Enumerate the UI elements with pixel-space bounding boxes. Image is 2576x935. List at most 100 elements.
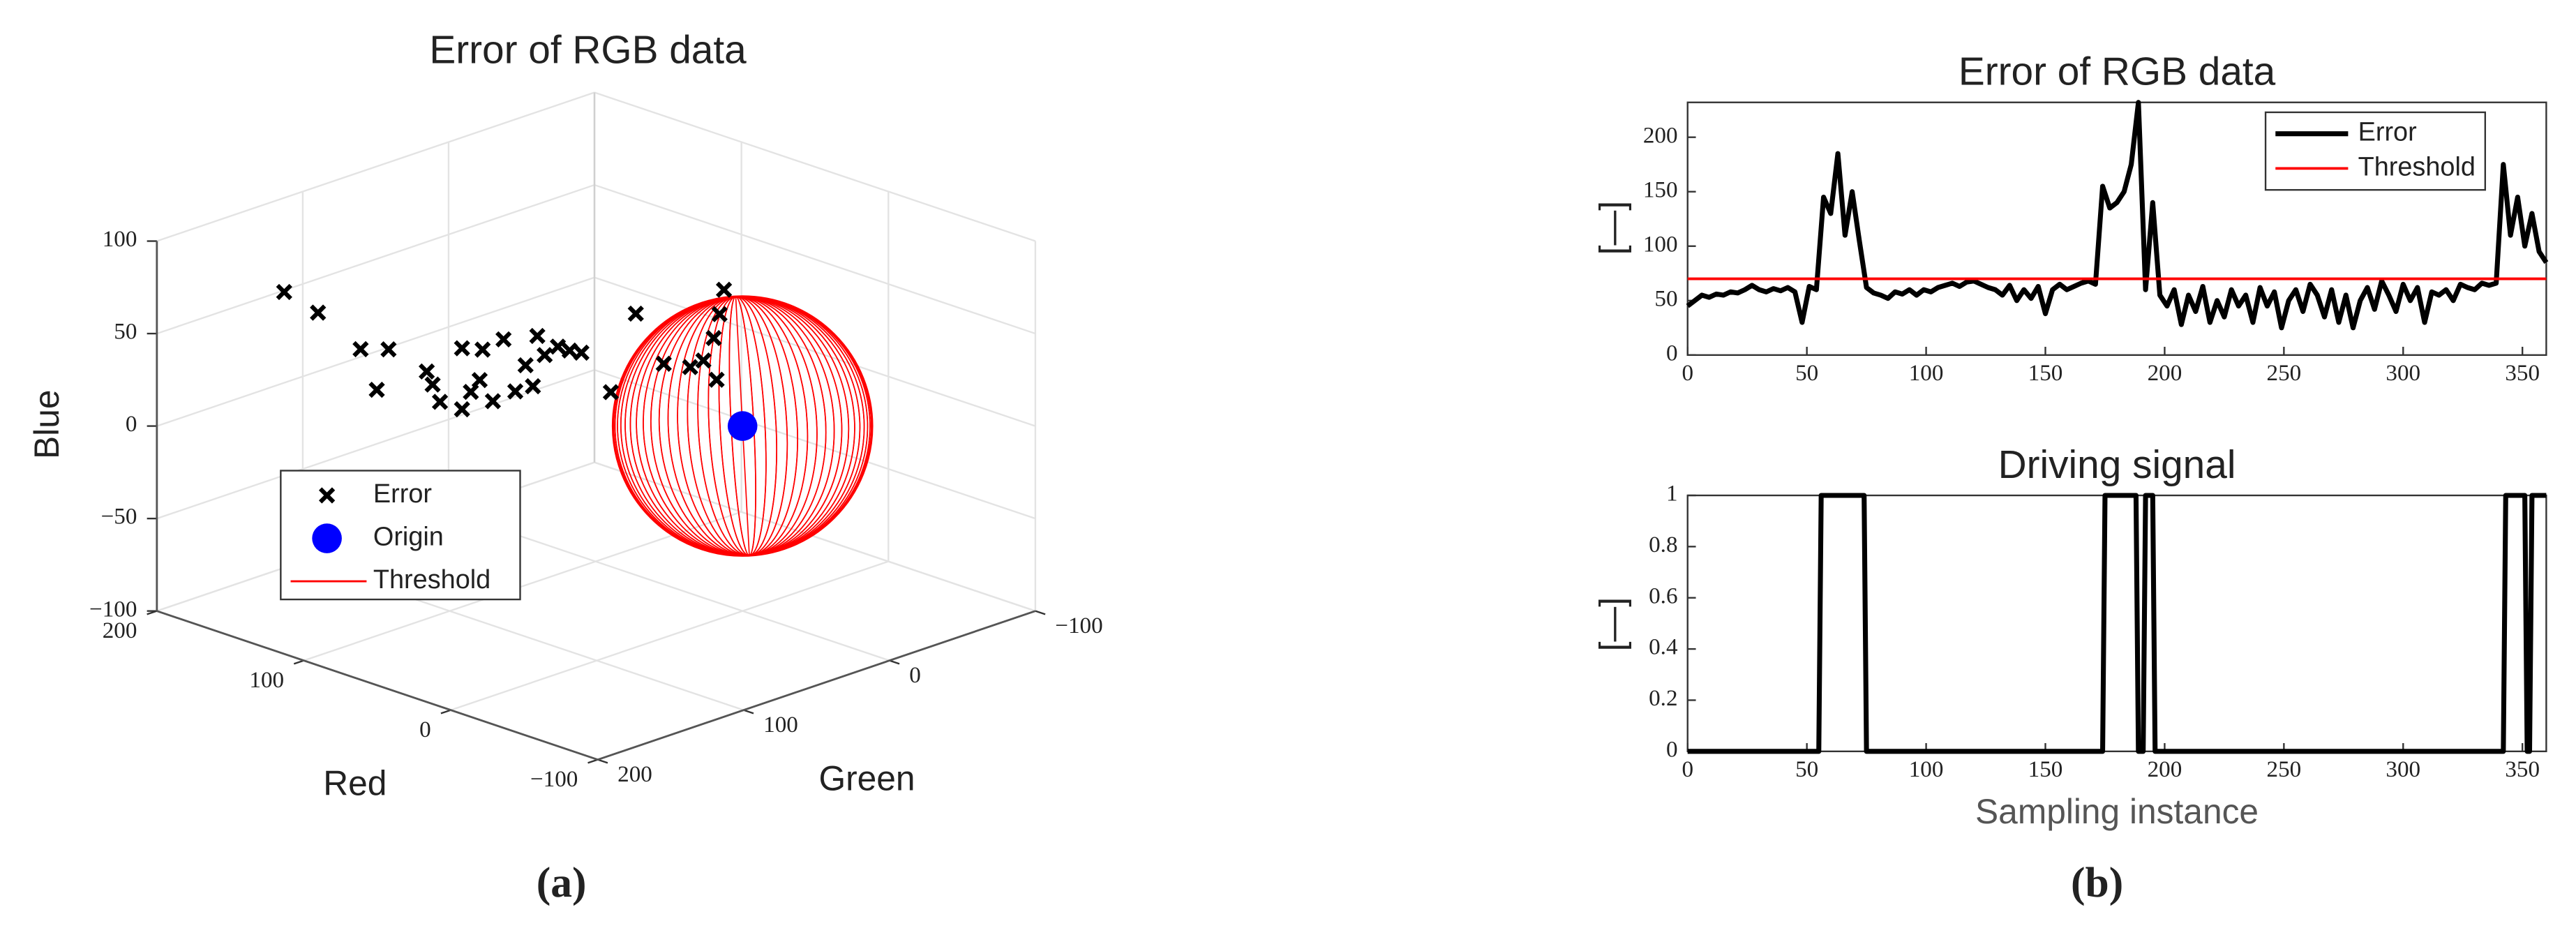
x-tick-label: 100 xyxy=(1909,360,1944,386)
error-point xyxy=(424,376,441,393)
origin-point xyxy=(727,411,758,441)
tick-mark xyxy=(293,659,304,665)
z-tick-label: −50 xyxy=(101,504,137,530)
error-point xyxy=(517,357,534,374)
y-axis-label: Green xyxy=(818,759,915,798)
error-point xyxy=(573,344,590,361)
error-point xyxy=(715,281,733,298)
y-tick-label: 0.2 xyxy=(1649,685,1677,711)
error-point xyxy=(495,331,512,347)
y-tick-label: 100 xyxy=(763,712,798,738)
threshold-sphere xyxy=(611,295,874,557)
error-point xyxy=(471,372,488,389)
tick-mark xyxy=(440,709,451,715)
y-tick-label: 200 xyxy=(1643,122,1678,148)
chart-title: Error of RGB data xyxy=(429,29,747,73)
x-tick-label: 350 xyxy=(2505,756,2540,782)
axis-line xyxy=(597,610,1036,761)
x-tick-label: 200 xyxy=(2148,360,2182,386)
error-point xyxy=(454,340,470,357)
x-tick-label: 250 xyxy=(2267,756,2302,782)
error-point xyxy=(310,304,327,321)
tick-mark xyxy=(597,758,608,764)
chart-title: Driving signal xyxy=(1998,443,2236,487)
y-tick-label: 200 xyxy=(617,761,652,787)
error-point xyxy=(418,363,435,380)
y-tick-label: 0 xyxy=(1666,340,1678,366)
grid-line xyxy=(594,276,1036,427)
y-tick-label: 0.8 xyxy=(1649,532,1677,558)
y-tick-label: 0.6 xyxy=(1649,583,1677,608)
x-tick-label: 100 xyxy=(249,667,284,693)
grid-line xyxy=(156,184,595,335)
x-tick-label: 300 xyxy=(2386,360,2420,386)
x-tick-label: 50 xyxy=(1795,360,1818,386)
error-point xyxy=(708,371,725,388)
y-tick-label: 0 xyxy=(1666,736,1678,762)
error-point xyxy=(627,305,644,322)
legend-label: Threshold xyxy=(373,565,491,594)
y-tick-label: 1 xyxy=(1666,481,1678,507)
x-tick-label: 100 xyxy=(1909,756,1944,782)
grid-line xyxy=(156,276,595,427)
legend-label: Error xyxy=(2358,118,2417,147)
line-series xyxy=(1686,100,2549,331)
x-tick-label: 350 xyxy=(2505,360,2540,386)
error-point xyxy=(380,341,397,358)
caption: (b) xyxy=(2071,859,2123,906)
x-tick-label: 0 xyxy=(1682,360,1693,386)
axis-line xyxy=(156,610,599,761)
line-series xyxy=(1687,493,2547,754)
grid-line xyxy=(594,461,1036,612)
x-tick-label: 0 xyxy=(1682,756,1693,782)
x-axis-label: Red xyxy=(323,764,387,803)
y-axis-label: [—] xyxy=(1593,597,1632,651)
grid-line xyxy=(594,184,1036,335)
caption: (a) xyxy=(537,859,587,906)
y-tick-label: 0 xyxy=(909,662,921,688)
error-point xyxy=(507,383,524,400)
z-axis-label: Blue xyxy=(27,390,66,459)
legend-marker xyxy=(312,523,342,553)
y-tick-label: 100 xyxy=(1643,231,1678,257)
legend-label: Origin xyxy=(373,523,444,552)
grid-line xyxy=(450,560,889,711)
y-axis-label: [—] xyxy=(1593,201,1632,255)
x-tick-label: 150 xyxy=(2028,756,2063,782)
error-point xyxy=(561,342,578,359)
error-point xyxy=(474,341,491,358)
legend-box xyxy=(2264,111,2487,191)
z-tick-label: −100 xyxy=(89,596,137,622)
grid-line xyxy=(594,91,1036,242)
tick-mark xyxy=(889,659,900,665)
legend-marker xyxy=(318,487,336,504)
grid-line xyxy=(156,91,595,242)
plot-area xyxy=(1686,494,2547,753)
x-tick-label: 200 xyxy=(2148,756,2182,782)
legend-label: Error xyxy=(373,479,432,509)
error-point xyxy=(705,329,722,347)
error-point xyxy=(682,359,698,375)
error-point xyxy=(655,355,672,372)
legend-label: Threshold xyxy=(2358,152,2476,181)
y-tick-label: −100 xyxy=(1055,613,1102,638)
x-tick-label: 0 xyxy=(419,717,431,742)
chart-title: Error of RGB data xyxy=(1959,50,2276,94)
x-tick-label: 150 xyxy=(2028,360,2063,386)
tick-mark xyxy=(743,709,754,715)
grid-line xyxy=(594,369,1036,520)
error-point xyxy=(549,338,567,355)
z-tick-label: 0 xyxy=(126,411,137,437)
error-point xyxy=(276,283,292,301)
error-point xyxy=(454,401,470,418)
y-tick-label: 0.4 xyxy=(1649,634,1678,660)
error-point xyxy=(711,306,728,322)
error-point xyxy=(537,347,553,364)
grid-line xyxy=(448,511,890,661)
error-point xyxy=(525,377,541,395)
x-tick-label: 200 xyxy=(103,618,137,643)
y-tick-label: 150 xyxy=(1643,177,1678,202)
error-point xyxy=(695,352,712,369)
